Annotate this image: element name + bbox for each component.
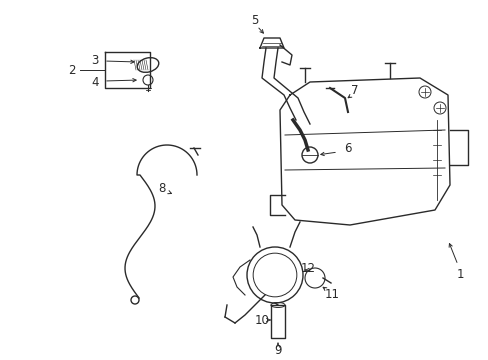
Text: 5: 5 [251,13,258,27]
Text: 4: 4 [91,76,99,89]
Text: 9: 9 [274,343,281,356]
Text: 6: 6 [344,141,351,154]
Text: 7: 7 [350,84,358,96]
Text: 2: 2 [68,63,76,77]
Text: 8: 8 [158,181,165,194]
Text: 3: 3 [91,54,99,67]
Text: 1: 1 [455,269,463,282]
Text: 10: 10 [254,314,269,327]
Text: 11: 11 [324,288,339,302]
Text: 12: 12 [300,261,315,274]
